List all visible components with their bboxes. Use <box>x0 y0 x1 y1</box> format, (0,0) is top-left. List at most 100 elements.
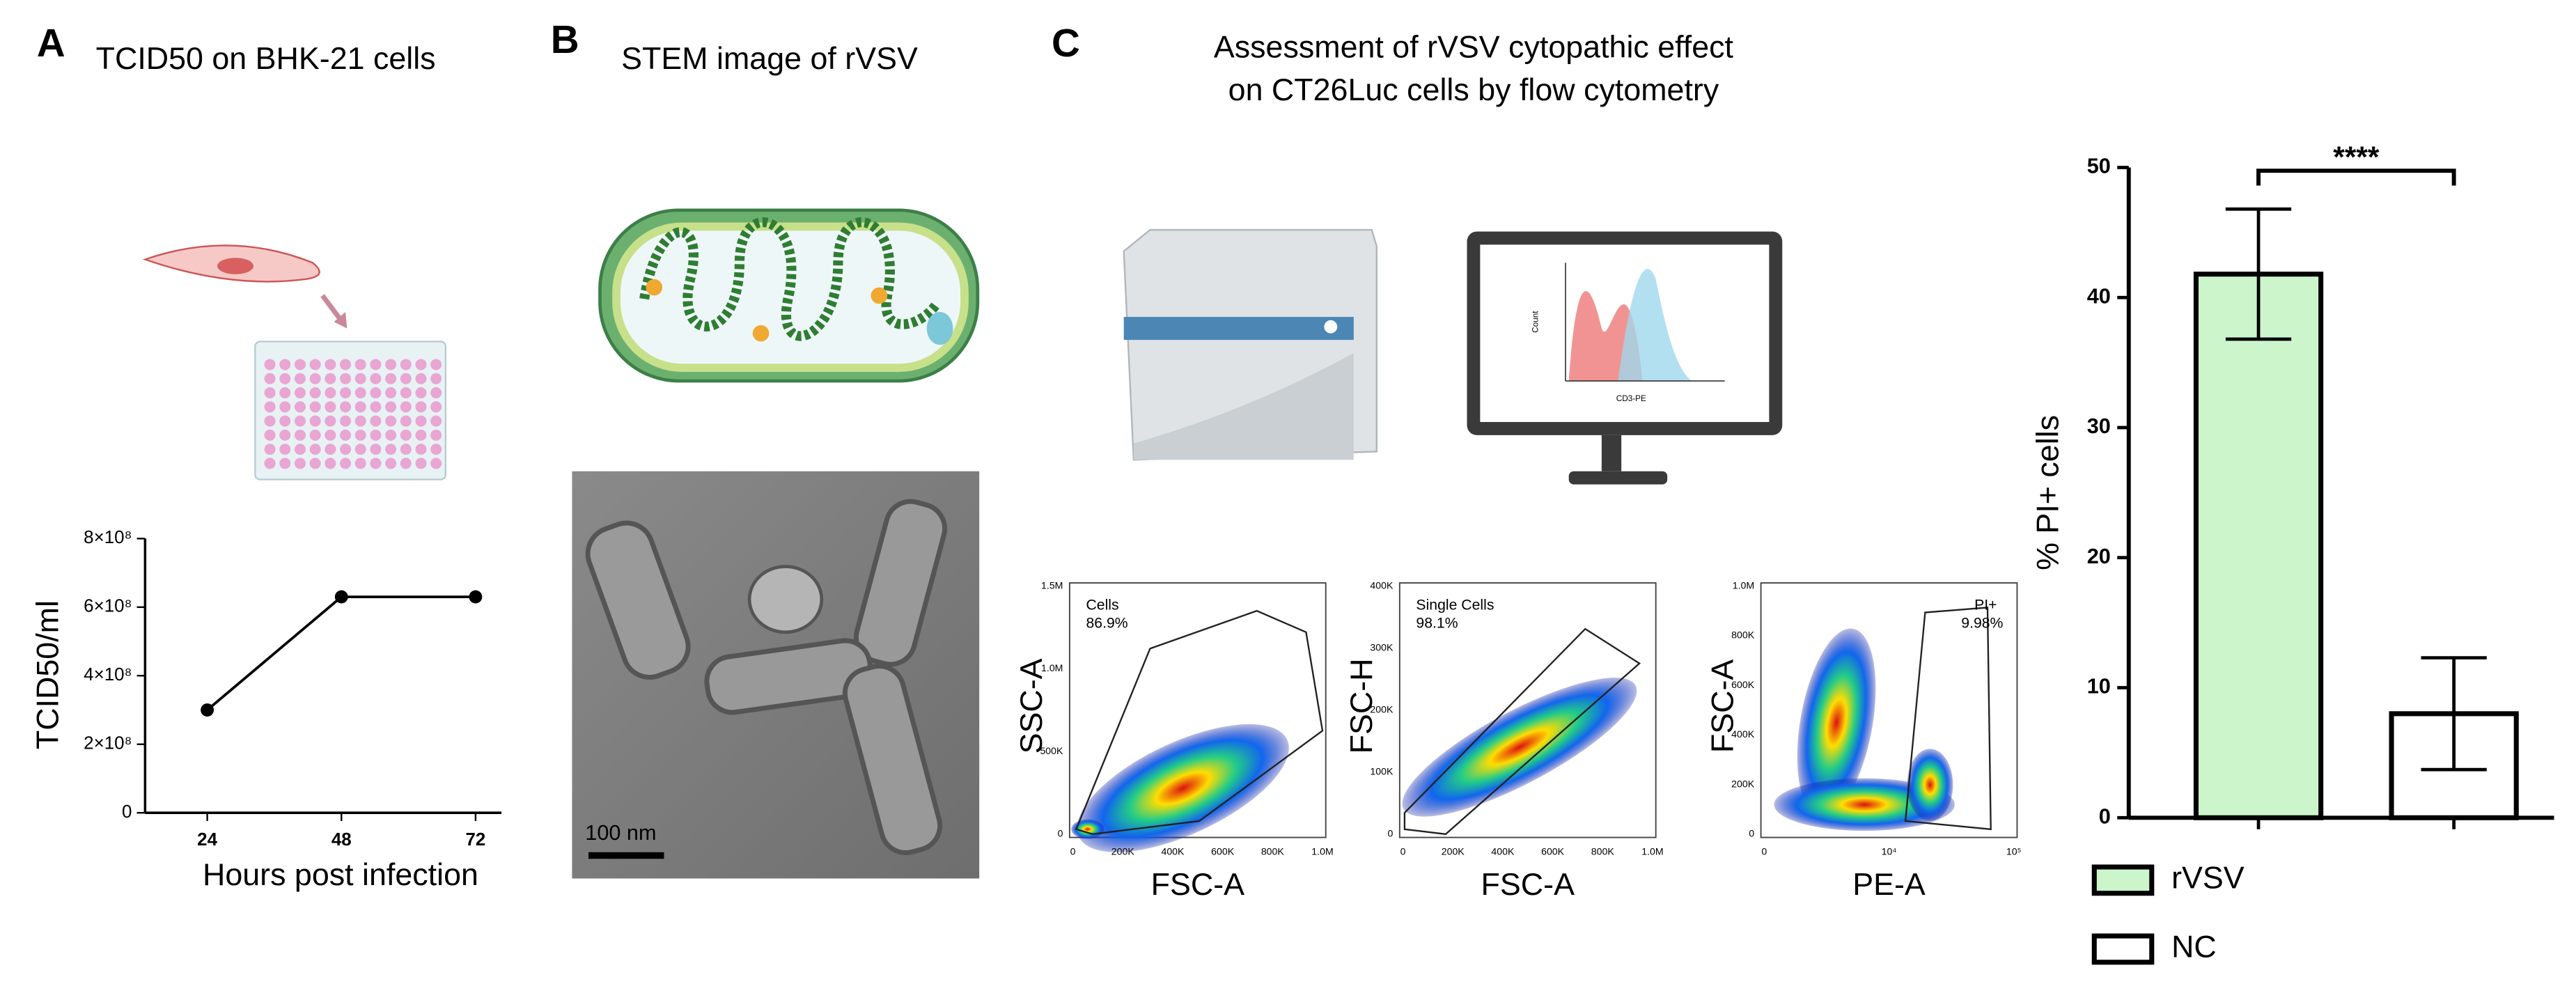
well <box>385 359 397 370</box>
well <box>294 429 306 441</box>
well <box>354 359 366 370</box>
significance-label: **** <box>2333 141 2380 173</box>
well <box>385 373 397 384</box>
flow-y-tick-label: 0 <box>1388 828 1394 839</box>
gate-value: 98.1% <box>1416 616 1458 632</box>
well <box>385 429 397 441</box>
well <box>309 401 321 413</box>
well <box>400 359 412 370</box>
well <box>370 415 382 427</box>
well <box>400 444 412 455</box>
flow-x-tick-label: 400K <box>1161 846 1185 857</box>
well <box>279 401 291 413</box>
legend-label: rVSV <box>2171 861 2245 896</box>
well <box>340 415 352 427</box>
flow-x-tick-label: 800K <box>1591 846 1615 857</box>
gate-value: 9.98% <box>1961 616 2003 632</box>
y-tick-label: 2×10⁸ <box>84 734 132 753</box>
well <box>325 401 336 413</box>
gate <box>1904 607 1992 831</box>
well <box>354 387 366 399</box>
well <box>309 444 321 455</box>
well <box>385 444 397 455</box>
flow-y-tick-label: 200K <box>1370 704 1394 715</box>
flow-y-tick-label: 0 <box>1749 828 1754 839</box>
flow-y-tick-label: 100K <box>1370 766 1394 777</box>
well <box>294 359 306 370</box>
flow-x-label: PE-A <box>1852 867 1926 902</box>
flow-y-tick-label: 500K <box>1040 745 1063 756</box>
panel-title: Assessment of rVSV cytopathic effect <box>1214 30 1734 65</box>
gate-name: Cells <box>1086 597 1118 614</box>
well <box>309 359 321 370</box>
data-point <box>334 590 348 604</box>
panel-title: TCID50 on BHK-21 cells <box>96 41 436 76</box>
flow-x-label: FSC-A <box>1481 867 1575 902</box>
x-tick-label: 48 <box>331 830 352 850</box>
flow-x-tick-label: 200K <box>1111 846 1135 857</box>
x-tick-label: 72 <box>465 830 485 850</box>
y-tick-label: 4×10⁸ <box>84 665 132 685</box>
flow-y-label: FSC-H <box>1344 658 1379 753</box>
well <box>340 359 352 370</box>
well <box>400 387 412 399</box>
virus-diagram <box>598 208 980 383</box>
well <box>415 458 427 469</box>
well <box>279 415 291 427</box>
well <box>385 415 397 427</box>
well <box>370 429 382 441</box>
well <box>354 401 366 413</box>
data-point <box>201 703 214 717</box>
well <box>400 458 412 469</box>
density-blob <box>1797 628 1876 817</box>
density-blob <box>1077 724 1289 852</box>
well <box>294 444 306 455</box>
flow-x-tick-label: 1.0M <box>1311 846 1333 857</box>
gate-name: PI+ <box>1974 597 1997 614</box>
well <box>309 429 321 441</box>
well <box>430 444 442 455</box>
gate-name: Single Cells <box>1416 597 1494 614</box>
well <box>294 401 306 413</box>
well <box>325 373 336 384</box>
well <box>294 387 306 399</box>
panel-letter: C <box>1052 21 1080 65</box>
well <box>415 415 427 427</box>
well <box>370 387 382 399</box>
well <box>325 444 336 455</box>
gate <box>1075 609 1324 836</box>
scale-bar-label: 100 nm <box>585 821 656 845</box>
well <box>325 387 336 399</box>
well <box>264 458 276 469</box>
well <box>370 458 382 469</box>
flow-y-tick-label: 400K <box>1731 728 1755 740</box>
legend-swatch <box>2091 933 2155 965</box>
well <box>264 401 276 413</box>
y-tick-label: 8×10⁸ <box>84 528 132 547</box>
y-axis-label: % PI+ cells <box>2030 415 2065 570</box>
flow-y-label: FSC-A <box>1705 659 1740 753</box>
well <box>430 401 442 413</box>
well <box>354 373 366 384</box>
flow-x-tick-label: 10⁴ <box>1882 846 1897 857</box>
well <box>354 429 366 441</box>
well <box>400 373 412 384</box>
flow-y-tick-label: 400K <box>1370 580 1394 591</box>
panel-title: on CT26Luc cells by flow cytometry <box>1228 72 1719 107</box>
flow-x-tick-label: 0 <box>1761 846 1767 857</box>
flow-x-tick-label: 200K <box>1442 846 1465 857</box>
flow-y-tick-label: 0 <box>1058 828 1063 839</box>
well <box>400 415 412 427</box>
well <box>385 458 397 469</box>
well <box>309 458 321 469</box>
flow-y-tick-label: 1.5M <box>1041 580 1063 591</box>
data-point <box>469 590 483 604</box>
well <box>294 373 306 384</box>
cytometer-illustration <box>1123 228 1378 461</box>
gate <box>1403 627 1641 836</box>
plate-illustration <box>254 341 447 481</box>
cell-illustration <box>142 244 348 329</box>
well <box>279 387 291 399</box>
flow-x-tick-label: 400K <box>1491 846 1515 857</box>
